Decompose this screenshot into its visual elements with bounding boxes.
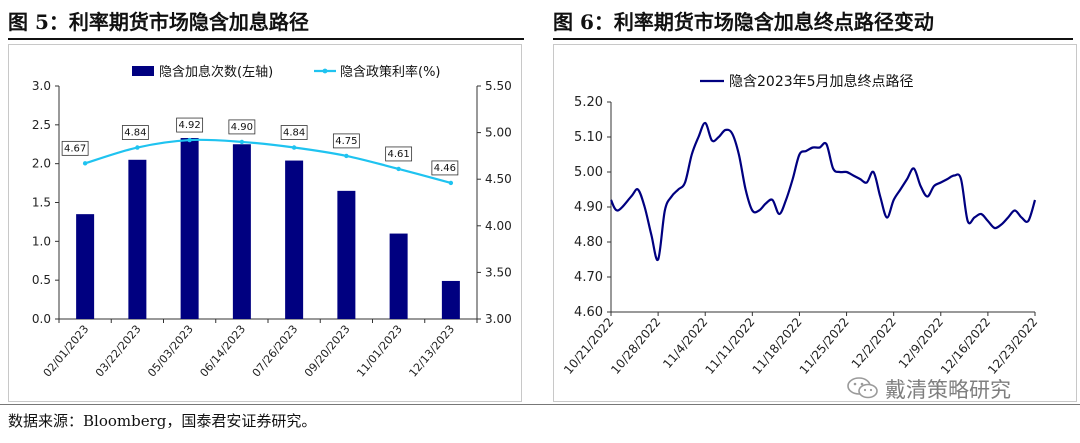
y-axis-tick-label: 4.80: [574, 235, 603, 250]
data-label-box: [332, 133, 360, 149]
bar-implied-hikes: [337, 190, 356, 319]
data-label-policy-rate: 4.75: [335, 136, 357, 147]
data-label-box: [280, 125, 308, 140]
data-label-box: [228, 119, 256, 135]
bar-implied-hikes: [389, 233, 408, 319]
right-axis-tick-label: 4.50: [485, 172, 512, 186]
bar-implied-hikes: [285, 160, 304, 319]
right-axis-tick-label: 3.00: [485, 312, 512, 326]
data-label-policy-rate: 4.46: [434, 163, 456, 174]
x-axis-tick-label: 06/14/2023: [197, 323, 248, 380]
legend-label-line: 隐含政策利率(%): [340, 64, 441, 80]
data-label-policy-rate: 4.92: [178, 120, 200, 131]
right-axis-tick-label: 3.50: [485, 265, 512, 279]
implied-terminal-path-chart: 4.604.704.804.905.005.105.2010/21/202210…: [561, 73, 1040, 377]
x-axis-tick-label: 05/03/2023: [145, 323, 196, 380]
figure-6-title-rule: [553, 38, 1073, 40]
data-label-box: [121, 125, 149, 140]
data-label-policy-rate: 4.84: [124, 128, 146, 139]
left-axis-tick-label: 1.0: [32, 234, 51, 248]
data-label-box: [385, 146, 413, 162]
right-axis-tick-label: 4.00: [485, 219, 512, 233]
implied-hike-path-chart: 0.0 0.5 1.0 1.5 2.0 2.5 3.0 3.00 3.50 4.00 4.50 5.0…: [32, 64, 512, 380]
left-axis-tick-label: 3.0: [32, 79, 51, 93]
legend-label-bars: 隐含加息次数(左轴): [159, 64, 273, 80]
x-axis-tick-label: 07/26/2023: [250, 323, 301, 380]
figure-6-chart-panel: 4.60 4.70 4.80 4.90 5.00 5.10 5.20 10/21/2022 10…: [553, 44, 1077, 402]
bar-implied-hikes: [128, 159, 147, 319]
left-axis-tick-label: 1.5: [32, 196, 51, 210]
data-label-box: [431, 160, 459, 176]
left-axis-tick-label: 2.0: [32, 157, 51, 171]
legend-swatch-bars: [132, 66, 154, 76]
figure-5-chart-panel: 0.0 0.5 1.0 1.5 2.0 2.5 3.0 3.00 3.50 4.00 4.50 5.0…: [8, 44, 522, 402]
bar-implied-hikes: [76, 214, 95, 319]
line-point-policy-rate: [135, 145, 140, 150]
data-source-note: 数据来源：Bloomberg，国泰君安证券研究。: [8, 412, 317, 430]
x-axis-tick-label: 12/2/2022: [849, 315, 899, 371]
y-axis-tick-label: 4.70: [574, 270, 603, 285]
figure-5-title-rule: [8, 38, 524, 40]
data-label-policy-rate: 4.61: [387, 149, 409, 160]
line-implied-policy-rate: [84, 138, 452, 184]
y-axis-tick-label: 5.10: [574, 130, 603, 145]
x-axis-tick-label: 10/28/2022: [608, 315, 663, 377]
x-axis-tick-label: 09/20/2023: [302, 323, 353, 380]
x-axis-tick-label: 11/01/2023: [354, 323, 405, 380]
x-axis-tick-label: 12/13/2023: [406, 323, 457, 380]
y-axis-tick-label: 4.60: [574, 305, 603, 320]
x-axis-tick-label: 11/4/2022: [660, 315, 710, 371]
figure-6-title: 图 6：利率期货市场隐含加息终点路径变动: [553, 10, 934, 34]
line-point-policy-rate: [187, 137, 192, 143]
x-axis-tick-label: 11/25/2022: [797, 315, 852, 377]
line-point-policy-rate: [239, 139, 245, 145]
left-axis-tick-label: 0.5: [32, 273, 51, 287]
footer-rule: [0, 404, 1080, 405]
data-label-policy-rate: 4.67: [64, 143, 86, 154]
x-axis-tick-label: 02/01/2023: [41, 323, 92, 380]
y-axis-tick-label: 5.20: [574, 95, 603, 110]
legend-marker-line: [322, 68, 328, 74]
wechat-icon: [847, 377, 878, 399]
data-label-box: [176, 117, 204, 133]
data-label-box: [61, 140, 89, 156]
data-label-policy-rate: 4.84: [283, 128, 305, 139]
y-axis-tick-label: 5.00: [574, 165, 603, 180]
x-axis-tick-label: 12/9/2022: [896, 315, 946, 371]
figure-5-title: 图 5：利率期货市场隐含加息路径: [8, 10, 309, 34]
x-axis-tick-label: 03/22/2023: [93, 323, 144, 380]
left-axis-tick-label: 0.0: [32, 312, 51, 326]
y-axis-tick-label: 4.90: [574, 200, 603, 215]
bar-implied-hikes: [180, 138, 199, 319]
bar-implied-hikes: [441, 280, 460, 319]
legend-label-line: 隐含2023年5月加息终点路径: [729, 73, 914, 90]
right-axis-tick-label: 5.00: [485, 126, 512, 140]
x-axis-tick-label: 12/23/2022: [985, 315, 1040, 377]
line-point-policy-rate: [396, 166, 401, 172]
bar-implied-hikes: [232, 144, 251, 319]
line-terminal-path: [610, 121, 1037, 262]
line-point-policy-rate: [448, 180, 454, 186]
data-label-policy-rate: 4.90: [231, 122, 253, 133]
line-point-policy-rate: [291, 145, 297, 150]
watermark-text: 戴清策略研究: [885, 378, 1011, 402]
right-axis-tick-label: 5.50: [485, 79, 512, 93]
line-point-policy-rate: [82, 161, 88, 166]
line-point-policy-rate: [344, 153, 349, 159]
left-axis-tick-label: 2.5: [32, 118, 51, 132]
